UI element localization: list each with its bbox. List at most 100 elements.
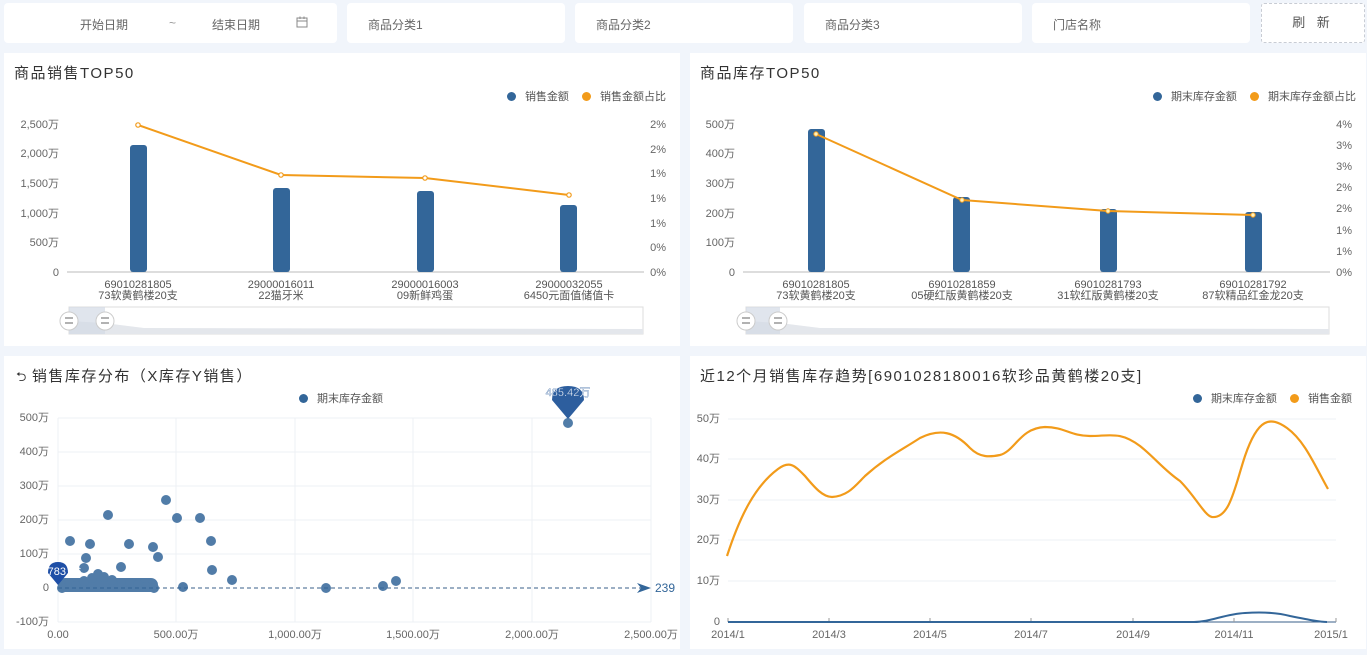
average-line-label: 239 [655,581,675,595]
date-range-picker[interactable]: 开始日期 ~ 结束日期 [4,3,337,43]
svg-text:29000016003: 29000016003 [391,279,458,291]
calendar-icon[interactable] [296,16,308,31]
bar[interactable] [273,188,290,272]
svg-text:69010281805: 69010281805 [782,279,849,291]
svg-text:2%: 2% [650,119,666,131]
datazoom-slider[interactable] [736,306,1330,335]
svg-text:40万: 40万 [697,453,720,465]
legend-dot-icon [1250,92,1259,101]
svg-text:2014/7: 2014/7 [1014,629,1048,641]
svg-text:4%: 4% [1336,119,1352,131]
bar[interactable] [560,205,577,272]
bar[interactable] [417,191,434,272]
svg-text:69010281792: 69010281792 [1219,279,1286,291]
slider-handle-left[interactable] [59,311,79,331]
svg-text:1%: 1% [650,193,666,205]
legend-label: 期末库存金额占比 [1268,91,1356,103]
svg-text:87软精品红金龙20支: 87软精品红金龙20支 [1202,288,1303,302]
svg-text:500万: 500万 [706,119,735,131]
svg-text:73软黄鹤楼20支: 73软黄鹤楼20支 [776,288,855,302]
svg-text:1%: 1% [650,168,666,180]
svg-text:05硬红版黄鹤楼20支: 05硬红版黄鹤楼20支 [911,288,1012,302]
svg-text:100万: 100万 [706,237,735,249]
legend-label: 销售金额占比 [600,91,666,103]
svg-text:0: 0 [729,267,735,279]
svg-text:0%: 0% [650,267,666,279]
svg-text:3%: 3% [1336,161,1352,173]
svg-text:31软红版黄鹤楼20支: 31软红版黄鹤楼20支 [1057,288,1158,302]
refresh-button[interactable]: 刷 新 [1261,3,1365,43]
svg-text:2,500万: 2,500万 [20,119,59,131]
legend-item-stock[interactable]: 期末库存金额 [1192,393,1277,405]
legend-label: 期末库存金额 [317,393,383,405]
svg-text:1%: 1% [1336,225,1352,237]
svg-text:2,000.00万: 2,000.00万 [505,629,559,641]
svg-text:0: 0 [43,582,49,594]
datazoom-slider[interactable] [59,306,644,335]
start-date-input[interactable]: 开始日期 [80,18,129,32]
legend-item-sales[interactable]: 销售金额 [1290,393,1352,405]
scatter-points[interactable] [57,418,573,593]
svg-text:6450元面值储值卡: 6450元面值储值卡 [524,288,614,302]
max-marker-label: 485.42万 [546,387,591,399]
svg-text:1,000.00万: 1,000.00万 [268,629,322,641]
date-separator: ~ [169,16,177,30]
stock-top50-panel: 商品库存TOP50 期末库存金额 期末库存金额占比 500万 400万 300万… [690,53,1366,346]
bar[interactable] [1245,212,1262,272]
slider-handle-left[interactable] [736,311,756,331]
svg-text:2014/1: 2014/1 [711,629,745,641]
bar[interactable] [953,197,970,272]
bar[interactable] [1100,209,1117,272]
bar[interactable] [130,145,147,272]
svg-text:20万: 20万 [697,534,720,546]
slider-handle-right[interactable] [95,311,115,331]
legend-dot-icon [506,92,516,101]
legend-item-stock-ratio[interactable]: 期末库存金额占比 [1250,91,1356,103]
svg-text:100万: 100万 [20,548,49,560]
end-date-input[interactable]: 结束日期 [212,18,261,32]
category3-select[interactable]: 商品分类3 [804,3,1022,43]
slider-handle-right[interactable] [768,311,788,331]
bar[interactable] [808,129,825,272]
legend-item-stock[interactable]: 期末库存金额 [1152,91,1237,103]
svg-text:0%: 0% [650,242,666,254]
category1-select[interactable]: 商品分类1 [347,3,565,43]
svg-text:50万: 50万 [697,413,720,425]
min-marker-pin[interactable]: -783.16 [44,562,81,585]
min-marker-label: -783.16 [44,566,81,578]
svg-text:2,500.00万: 2,500.00万 [624,629,678,641]
panel-title: ⮌ 销售库存分布（X库存Y销售） [16,365,253,390]
legend-label: 期末库存金额 [1210,393,1277,405]
legend-item-sales-ratio[interactable]: 销售金额占比 [582,91,666,103]
max-marker-pin[interactable]: 485.42万 [546,386,591,419]
svg-text:0: 0 [714,616,720,628]
svg-text:29000016011: 29000016011 [248,279,314,291]
category2-select[interactable]: 商品分类2 [575,3,793,43]
svg-text:1,500万: 1,500万 [20,178,59,190]
svg-text:2015/1: 2015/1 [1314,629,1348,641]
legend-dot-icon [1290,394,1299,403]
svg-text:1%: 1% [650,218,666,230]
legend-item-stock[interactable]: 期末库存金额 [299,393,383,405]
svg-text:-100万: -100万 [16,616,49,628]
svg-text:2014/11: 2014/11 [1215,629,1254,641]
svg-text:2%: 2% [1336,182,1352,194]
scatter-chart: 500万 400万 300万 200万 100万 0 -100万 0.00 50… [16,386,678,641]
svg-text:2014/9: 2014/9 [1116,629,1150,641]
svg-text:2014/5: 2014/5 [913,629,947,641]
svg-text:10万: 10万 [697,575,720,587]
store-name-select[interactable]: 门店名称 [1032,3,1250,43]
svg-text:22猫牙米: 22猫牙米 [258,289,303,302]
svg-text:400万: 400万 [20,446,49,458]
restore-icon[interactable]: ⮌ [16,369,28,384]
svg-text:0%: 0% [1336,267,1352,279]
store-name-placeholder: 门店名称 [1053,18,1102,32]
stock-bar-line-chart: 500万 400万 300万 200万 100万 0 4% 3% 3% 2% 2… [706,119,1352,335]
svg-text:3%: 3% [1336,140,1352,152]
svg-text:300万: 300万 [706,178,735,190]
svg-text:0: 0 [53,267,59,279]
legend-item-sales[interactable]: 销售金额 [506,91,569,103]
svg-text:1,500.00万: 1,500.00万 [386,629,440,641]
svg-text:400万: 400万 [706,148,735,160]
sales-line [725,420,1329,557]
